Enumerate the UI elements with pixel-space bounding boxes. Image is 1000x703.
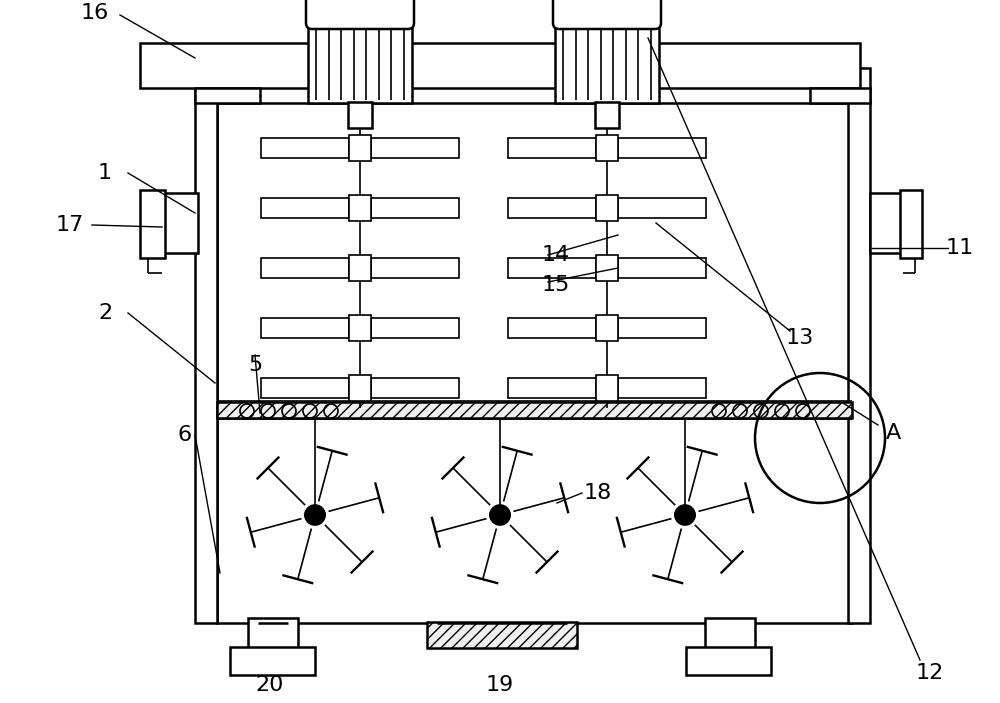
Text: 2: 2 xyxy=(98,303,112,323)
Bar xyxy=(618,258,706,278)
Bar xyxy=(686,647,771,675)
Bar xyxy=(195,68,217,623)
Bar xyxy=(705,618,755,648)
Bar xyxy=(596,315,618,341)
Text: A: A xyxy=(885,423,901,443)
Text: 14: 14 xyxy=(542,245,570,265)
Bar xyxy=(195,88,260,103)
Bar xyxy=(508,318,596,338)
Bar xyxy=(140,190,165,258)
Text: 6: 6 xyxy=(178,425,192,445)
Bar xyxy=(261,258,349,278)
Bar xyxy=(349,375,371,401)
Bar xyxy=(596,255,618,281)
Bar xyxy=(261,198,349,218)
Bar xyxy=(618,198,706,218)
Bar xyxy=(810,88,870,103)
Circle shape xyxy=(305,505,325,525)
Bar xyxy=(508,138,596,158)
Bar xyxy=(870,193,902,253)
Text: 17: 17 xyxy=(56,215,84,235)
Bar xyxy=(371,378,459,398)
Bar xyxy=(371,258,459,278)
Bar xyxy=(427,622,577,648)
Text: 19: 19 xyxy=(486,675,514,695)
Bar xyxy=(900,190,922,258)
Bar xyxy=(508,258,596,278)
Bar xyxy=(261,138,349,158)
Bar xyxy=(596,195,618,221)
Text: 15: 15 xyxy=(542,275,570,295)
Bar xyxy=(508,378,596,398)
Bar xyxy=(349,135,371,161)
Bar xyxy=(140,43,860,88)
FancyBboxPatch shape xyxy=(306,0,414,29)
Ellipse shape xyxy=(305,507,325,523)
Text: 5: 5 xyxy=(248,355,262,375)
Bar xyxy=(308,18,412,103)
Bar xyxy=(261,378,349,398)
Bar xyxy=(349,315,371,341)
Ellipse shape xyxy=(675,507,695,523)
Text: 16: 16 xyxy=(81,3,109,23)
Bar xyxy=(261,318,349,338)
Bar xyxy=(555,18,659,103)
Text: 1: 1 xyxy=(98,163,112,183)
Text: 11: 11 xyxy=(946,238,974,258)
Bar xyxy=(618,138,706,158)
Bar xyxy=(248,618,298,648)
Ellipse shape xyxy=(490,507,510,523)
Circle shape xyxy=(490,505,510,525)
Bar xyxy=(217,402,852,418)
Bar xyxy=(217,103,852,408)
Bar xyxy=(371,138,459,158)
Bar xyxy=(230,647,315,675)
Bar xyxy=(848,68,870,623)
Bar xyxy=(371,318,459,338)
Text: 18: 18 xyxy=(584,483,612,503)
Bar xyxy=(618,378,706,398)
Circle shape xyxy=(675,505,695,525)
Bar xyxy=(348,102,372,128)
Bar xyxy=(596,375,618,401)
Bar xyxy=(349,195,371,221)
Bar xyxy=(217,405,852,623)
Text: 12: 12 xyxy=(916,663,944,683)
Bar xyxy=(371,198,459,218)
Bar xyxy=(595,102,619,128)
Text: 20: 20 xyxy=(256,675,284,695)
Bar xyxy=(618,318,706,338)
Bar xyxy=(508,198,596,218)
Bar xyxy=(163,193,198,253)
Bar xyxy=(349,255,371,281)
Bar xyxy=(596,135,618,161)
Text: 13: 13 xyxy=(786,328,814,348)
FancyBboxPatch shape xyxy=(553,0,661,29)
